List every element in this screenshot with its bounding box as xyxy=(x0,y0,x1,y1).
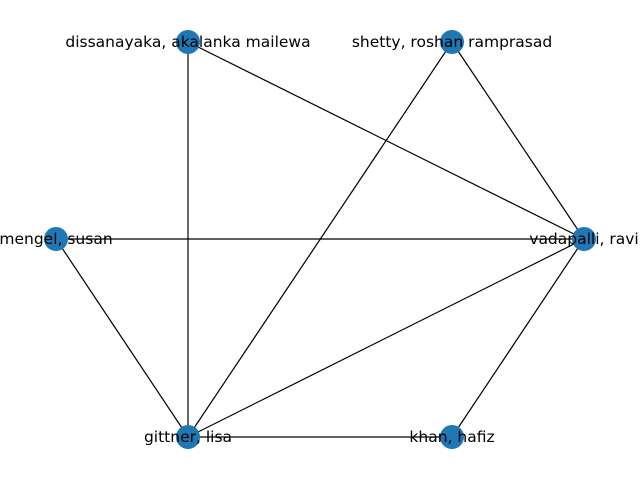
node-label-mengel: mengel, susan xyxy=(0,230,113,248)
node-label-gittner: gittner, lisa xyxy=(144,428,232,446)
node-label-vadapalli: vadapalli, ravi xyxy=(529,230,638,248)
node-label-dissanayaka: dissanayaka, akalanka mailewa xyxy=(65,33,310,51)
node-khan xyxy=(440,425,464,449)
edge-shetty-vadapalli xyxy=(451,41,585,240)
node-dissanayaka xyxy=(176,30,200,54)
node-label-shetty: shetty, roshan ramprasad xyxy=(352,33,552,51)
edge-vadapalli-khan xyxy=(451,238,585,438)
node-shetty xyxy=(440,30,464,54)
edge-mengel-gittner xyxy=(55,238,189,438)
nodes-layer xyxy=(44,30,596,449)
edges-layer xyxy=(55,41,585,438)
node-label-khan: khan, hafiz xyxy=(409,428,494,446)
node-mengel xyxy=(44,227,68,251)
node-gittner xyxy=(176,425,200,449)
labels-layer: dissanayaka, akalanka mailewa shetty, ros… xyxy=(0,33,639,446)
node-vadapalli xyxy=(572,227,596,251)
edge-gittner-vadapalli xyxy=(187,238,585,438)
